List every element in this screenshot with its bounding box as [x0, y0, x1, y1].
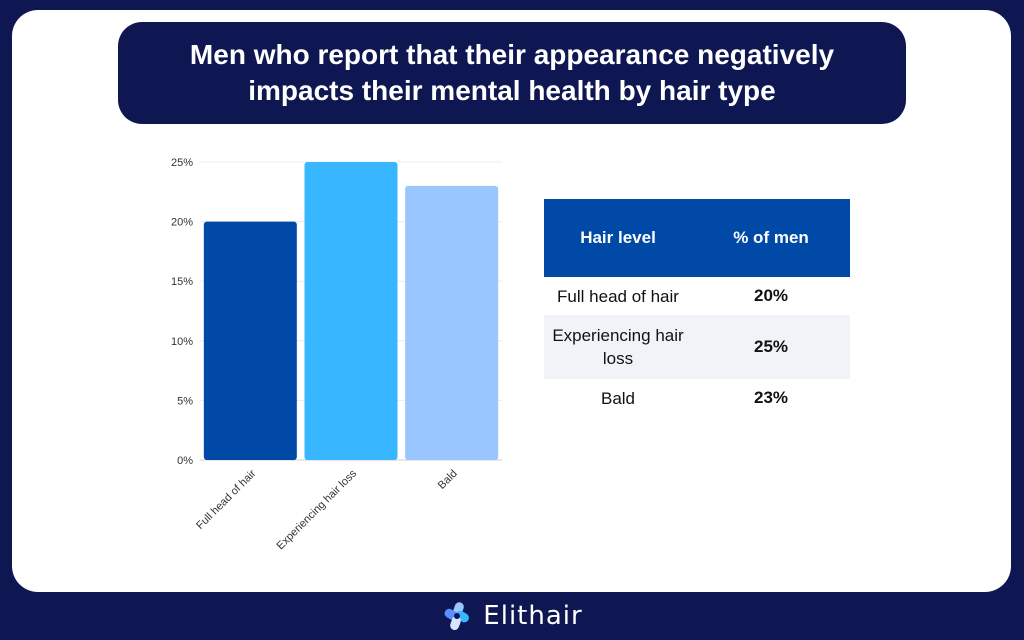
table-row: Bald 23% — [544, 379, 850, 417]
y-tick-label: 25% — [171, 157, 193, 169]
row-label: Experiencing hair loss — [552, 326, 684, 368]
page-title: Men who report that their appearance neg… — [189, 39, 835, 106]
bar — [203, 221, 297, 460]
row-value: 25% — [753, 337, 789, 356]
elithair-logo-icon — [444, 602, 470, 631]
brand-name: Elithair — [483, 601, 583, 631]
row-value: 23% — [753, 388, 789, 407]
y-tick-label: 5% — [177, 395, 193, 407]
title-banner: Men who report that their appearance neg… — [118, 22, 906, 124]
bar-chart: 0% 5% 10% 15% 20% 25% Full head of hair Experie… — [171, 157, 502, 552]
table-header: Hair level % of men — [544, 199, 850, 277]
header-hair-level: Hair level — [580, 228, 656, 247]
y-tick-label: 0% — [177, 455, 193, 467]
x-category-label: Experiencing hair loss — [275, 467, 360, 552]
row-label: Bald — [600, 388, 636, 408]
table-row: Full head of hair 20% — [544, 277, 850, 315]
row-label: Full head of hair — [557, 286, 679, 306]
bar — [304, 162, 398, 460]
x-category-label: Bald — [436, 468, 460, 492]
footer: Elithair — [0, 592, 1024, 640]
data-table: Hair level % of men Full head of hair 20… — [544, 199, 850, 417]
header-percent-of-men: % of men — [733, 228, 809, 247]
row-value: 20% — [753, 286, 789, 305]
y-tick-label: 15% — [171, 276, 193, 288]
bar — [405, 185, 499, 460]
y-tick-label: 20% — [171, 217, 193, 229]
y-tick-label: 10% — [171, 336, 193, 348]
x-category-label: Full head of hair — [194, 467, 259, 532]
table-row: Experiencing hair loss 25% — [544, 315, 850, 379]
